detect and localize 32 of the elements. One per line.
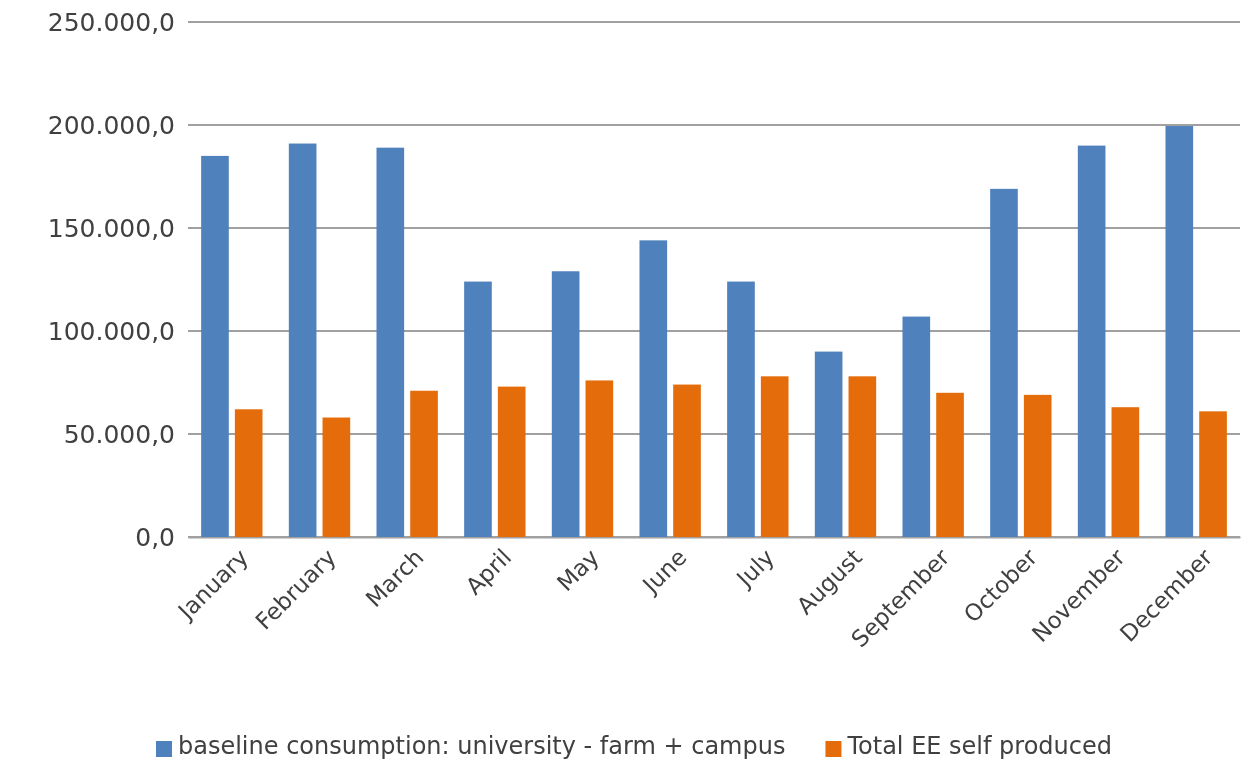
bar [410, 390, 438, 537]
y-tick-label: 0,0 [135, 522, 175, 552]
bar [848, 376, 877, 537]
bar [1023, 394, 1052, 537]
bar [551, 271, 580, 537]
y-tick-label: 250.000,0 [47, 7, 175, 37]
bar [288, 143, 317, 537]
legend-label: Total EE self produced [846, 732, 1113, 760]
y-tick-label: 50.000,0 [63, 419, 175, 449]
bar [673, 384, 701, 537]
bar [322, 417, 351, 537]
bar [760, 376, 789, 537]
bar [464, 281, 492, 537]
bar [1111, 407, 1140, 537]
bar [585, 380, 614, 537]
bar [201, 155, 229, 537]
bar [639, 240, 668, 537]
bar [1077, 145, 1106, 537]
bar [990, 188, 1018, 537]
bar [814, 351, 843, 537]
y-tick-label: 150.000,0 [47, 213, 175, 243]
bar [234, 409, 263, 537]
y-tick-label: 200.000,0 [47, 110, 175, 140]
bar [727, 281, 755, 537]
bar [936, 392, 964, 537]
bar [1165, 126, 1194, 537]
bar [376, 147, 405, 537]
legend-label: baseline consumption: university - farm + campus [177, 732, 786, 760]
bar [497, 386, 526, 537]
y-tick-label: 100.000,0 [47, 316, 175, 346]
bar [902, 316, 931, 537]
bar [1199, 411, 1227, 537]
